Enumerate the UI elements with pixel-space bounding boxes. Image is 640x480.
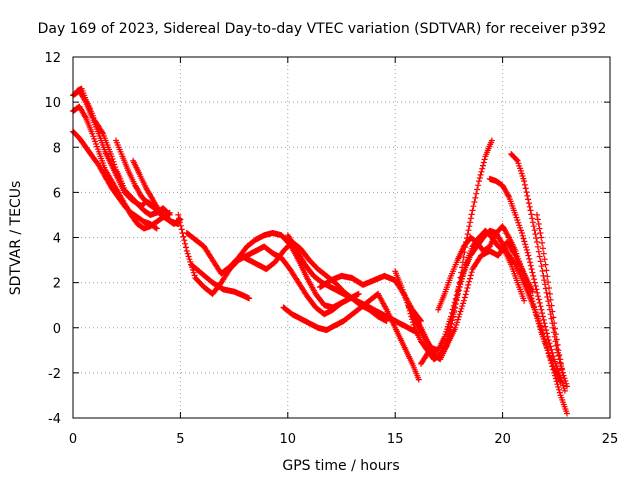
data-point-markers — [508, 151, 566, 376]
y-tick-label: 4 — [53, 232, 61, 247]
data-point-markers — [409, 227, 570, 417]
y-tick-label: -2 — [48, 367, 61, 382]
chart-title: Day 169 of 2023, Sidereal Day-to-day VTE… — [38, 21, 607, 37]
series-track — [280, 290, 381, 333]
grid-lines — [73, 57, 610, 418]
data-point-markers — [534, 211, 570, 390]
y-axis-label: SDTVAR / TECUs — [8, 181, 24, 296]
axis-ticks: 0 5 10 15 20 25 -4 -2 0 2 4 6 8 10 12 — [44, 51, 618, 447]
series-track — [188, 261, 253, 302]
data-point-markers — [70, 128, 160, 232]
data-point-markers — [188, 261, 253, 302]
data-point-markers — [375, 290, 422, 383]
x-tick-label: 0 — [69, 432, 77, 447]
y-tick-label: -4 — [48, 412, 61, 427]
y-tick-label: 12 — [44, 51, 61, 66]
y-tick-label: 0 — [53, 322, 61, 337]
series-track — [418, 239, 536, 367]
x-tick-label: 15 — [387, 432, 404, 447]
data-point-markers — [486, 175, 568, 394]
data-point-markers — [130, 157, 182, 227]
series-track — [486, 175, 568, 394]
series-track — [409, 227, 570, 417]
x-tick-label: 5 — [176, 432, 184, 447]
series-track — [130, 157, 182, 227]
series-track — [183, 230, 362, 311]
y-tick-label: 10 — [44, 96, 61, 111]
y-tick-label: 2 — [53, 277, 61, 292]
x-tick-label: 20 — [494, 432, 511, 447]
data-point-markers — [183, 230, 362, 311]
y-tick-label: 8 — [53, 141, 61, 156]
series-track — [534, 211, 570, 390]
series-track — [375, 290, 422, 383]
data-points — [70, 85, 570, 417]
series-track — [508, 151, 566, 376]
data-point-markers — [418, 239, 536, 367]
x-tick-label: 10 — [280, 432, 297, 447]
y-tick-label: 6 — [53, 186, 61, 201]
series-track — [70, 128, 160, 232]
data-point-markers — [280, 290, 381, 333]
x-axis-label: GPS time / hours — [282, 458, 399, 474]
x-tick-label: 25 — [602, 432, 619, 447]
